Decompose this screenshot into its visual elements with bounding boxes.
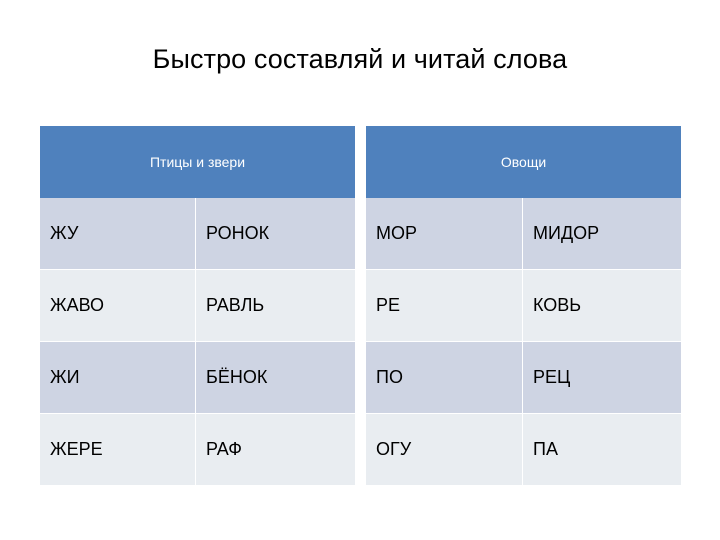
table-row: ЖАВО РАВЛЬ РЕ КОВЬ	[40, 270, 682, 342]
group-separator	[355, 126, 367, 198]
cell-syllable: МОР	[366, 198, 524, 270]
cell-syllable: ЖАВО	[40, 270, 196, 342]
page-title: Быстро составляй и читай слова	[152, 44, 568, 74]
word-building-table: Птицы и звери Овощи ЖУ РОНОК МОР МИДОР Ж…	[40, 126, 682, 486]
table-row: ЖУ РОНОК МОР МИДОР	[40, 198, 682, 270]
cell-syllable: ПО	[366, 342, 524, 414]
column-group-header-birds-and-beasts: Птицы и звери	[40, 126, 356, 198]
column-group-header-vegetables: Овощи	[366, 126, 682, 198]
cell-syllable: КОВЬ	[523, 270, 682, 342]
cell-syllable: ОГУ	[366, 414, 524, 486]
cell-syllable: РЕ	[366, 270, 524, 342]
cell-syllable: РАФ	[196, 414, 356, 486]
cell-syllable: ПА	[523, 414, 682, 486]
group-separator	[355, 342, 367, 414]
group-separator	[355, 270, 367, 342]
cell-syllable: БЁНОК	[196, 342, 356, 414]
group-separator	[355, 198, 367, 270]
cell-syllable: МИДОР	[523, 198, 682, 270]
cell-syllable: ЖЕРЕ	[40, 414, 196, 486]
table-row: ЖИ БЁНОК ПО РЕЦ	[40, 342, 682, 414]
table-row: ЖЕРЕ РАФ ОГУ ПА	[40, 414, 682, 486]
group-separator	[355, 414, 367, 486]
cell-syllable: РЕЦ	[523, 342, 682, 414]
table-header: Птицы и звери Овощи	[40, 126, 682, 198]
table-header-row: Птицы и звери Овощи	[40, 126, 682, 198]
cell-syllable: РОНОК	[196, 198, 356, 270]
cell-syllable: ЖИ	[40, 342, 196, 414]
cell-syllable: РАВЛЬ	[196, 270, 356, 342]
cell-syllable: ЖУ	[40, 198, 196, 270]
table-body: ЖУ РОНОК МОР МИДОР ЖАВО РАВЛЬ РЕ КОВЬ ЖИ…	[40, 198, 682, 486]
